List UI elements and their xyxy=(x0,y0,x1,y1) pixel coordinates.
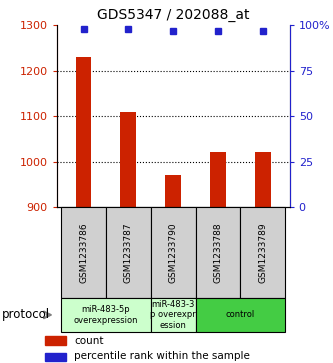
Text: GSM1233788: GSM1233788 xyxy=(213,222,222,283)
Bar xyxy=(45,353,66,362)
Bar xyxy=(255,152,271,207)
Text: control: control xyxy=(226,310,255,319)
Bar xyxy=(151,298,195,332)
Text: miR-483-5p
overexpression: miR-483-5p overexpression xyxy=(74,305,138,325)
Text: percentile rank within the sample: percentile rank within the sample xyxy=(74,351,250,361)
Bar xyxy=(195,298,285,332)
Text: count: count xyxy=(74,336,104,346)
Bar xyxy=(121,112,136,207)
Bar xyxy=(76,57,91,207)
Bar xyxy=(106,207,151,298)
Bar xyxy=(61,207,106,298)
Bar xyxy=(151,207,195,298)
Title: GDS5347 / 202088_at: GDS5347 / 202088_at xyxy=(97,8,249,22)
Text: protocol: protocol xyxy=(2,309,50,321)
Text: GSM1233786: GSM1233786 xyxy=(79,222,88,283)
Bar xyxy=(45,337,66,345)
Bar xyxy=(210,152,226,207)
Text: GSM1233787: GSM1233787 xyxy=(124,222,133,283)
Text: GSM1233789: GSM1233789 xyxy=(258,222,267,283)
Bar xyxy=(61,298,151,332)
Bar xyxy=(195,207,240,298)
Bar xyxy=(165,175,181,207)
Bar xyxy=(240,207,285,298)
Text: miR-483-3
p overexpr
ession: miR-483-3 p overexpr ession xyxy=(150,300,196,330)
Text: GSM1233790: GSM1233790 xyxy=(168,222,178,283)
